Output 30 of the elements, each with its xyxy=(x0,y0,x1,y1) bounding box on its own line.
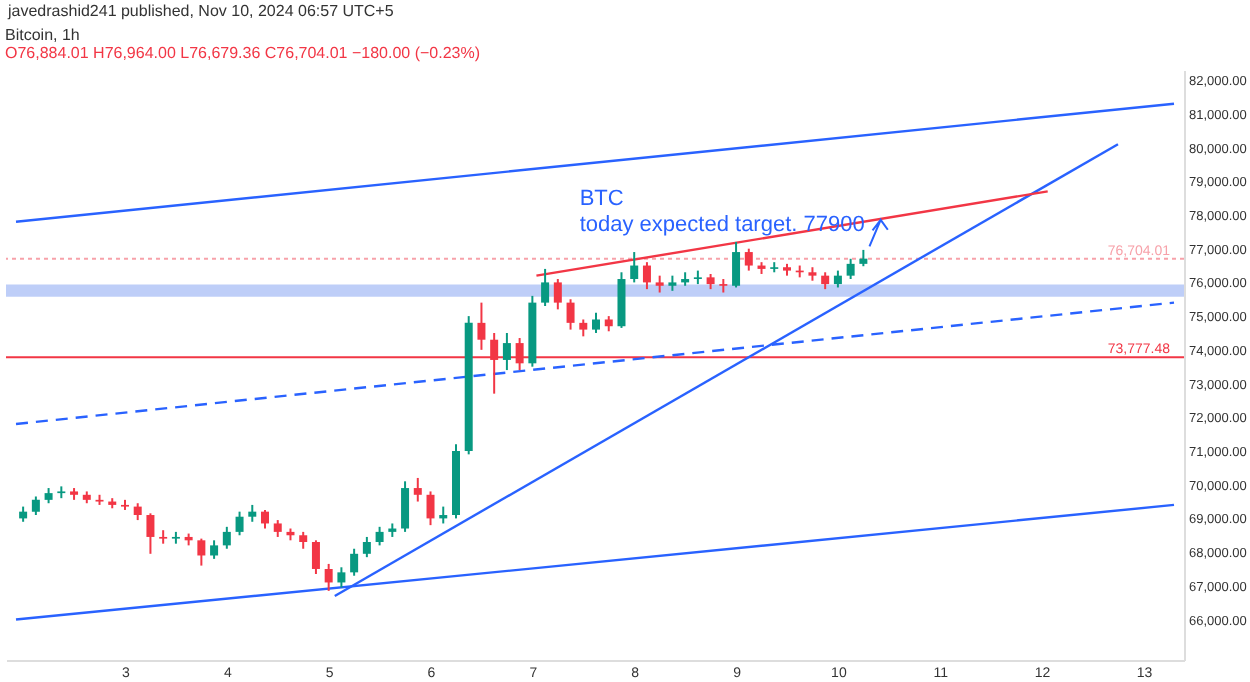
candlestick xyxy=(630,251,639,284)
candlestick xyxy=(502,331,511,372)
candlestick xyxy=(401,480,410,533)
candlestick xyxy=(846,257,855,281)
candlestick xyxy=(324,562,333,592)
candlestick xyxy=(744,247,753,272)
candlestick xyxy=(553,278,562,311)
candlestick xyxy=(362,535,371,559)
candlestick xyxy=(426,490,435,527)
candlestick xyxy=(592,311,601,334)
candlestick xyxy=(31,495,40,517)
candlestick xyxy=(541,267,550,307)
candlestick xyxy=(350,547,359,577)
chart-subtitle: O76,884.01 H76,964.00 L76,679.36 C76,704.01 −180.00 (−0.23%) xyxy=(5,44,481,62)
candlestick xyxy=(146,512,155,555)
text: javedrashid241 published, Nov 10, 2024 06:57 UTC+5 xyxy=(5,0,396,24)
candlestick xyxy=(222,525,231,550)
candlestick xyxy=(566,298,575,331)
candlestick xyxy=(311,539,320,576)
candlestick xyxy=(337,566,346,589)
candlestick xyxy=(261,508,270,530)
candlestick xyxy=(732,240,741,289)
chart-title: Bitcoin, 1h xyxy=(5,26,80,44)
candlestick xyxy=(617,271,626,329)
candlestick xyxy=(375,525,384,547)
candlestick xyxy=(197,537,206,567)
candlestick xyxy=(210,539,219,560)
candlestick xyxy=(413,476,422,503)
candlestick xyxy=(235,510,244,537)
candlestick xyxy=(477,301,486,351)
